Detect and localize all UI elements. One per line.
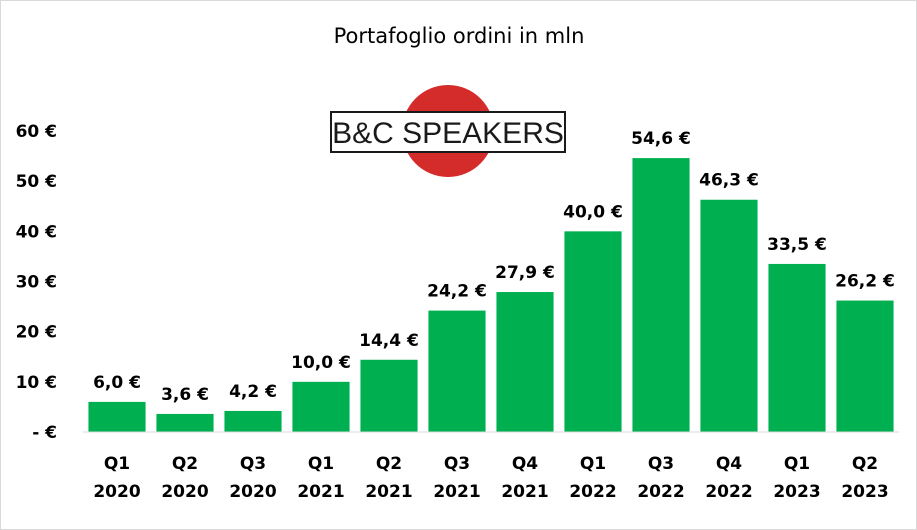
x-axis: Q1 2020 Q2 2020 Q3 2020 Q1 2021 Q2 2021 Q3 2021 Q4 20…: [93, 454, 888, 502]
logo-box: [330, 111, 566, 153]
x-tick-label-year: 2022: [637, 482, 684, 502]
x-tick-label-year: 2020: [93, 482, 140, 502]
x-tick-label-quarter: Q4: [512, 454, 538, 474]
data-label: 24,2 €: [427, 282, 487, 302]
bar: [224, 410, 282, 432]
x-tick-label-year: 2023: [773, 482, 820, 502]
x-tick-label-year: 2020: [161, 482, 208, 502]
bar: [564, 231, 622, 432]
x-tick-label-quarter: Q2: [376, 454, 402, 474]
y-tick-label: - €: [32, 423, 57, 443]
bar: [496, 292, 554, 432]
x-tick-label-quarter: Q1: [784, 454, 810, 474]
bar: [156, 413, 214, 432]
data-label: 27,9 €: [495, 263, 555, 283]
data-label: 4,2 €: [229, 382, 277, 402]
chart-title: Portafoglio ordini in mln: [334, 24, 585, 48]
bar: [768, 263, 826, 432]
y-tick-label: 30 €: [16, 273, 57, 293]
x-tick-label-quarter: Q1: [308, 454, 334, 474]
x-tick-label-year: 2021: [297, 482, 344, 502]
y-tick-label: 50 €: [16, 172, 57, 192]
bar: [292, 381, 350, 432]
data-label: 46,3 €: [699, 171, 759, 191]
x-tick-label-quarter: Q3: [240, 454, 266, 474]
y-tick-label: 10 €: [16, 373, 57, 393]
x-tick-label-quarter: Q2: [852, 454, 878, 474]
y-tick-label: 60 €: [16, 122, 57, 142]
bar: [88, 401, 146, 432]
x-tick-label-year: 2022: [569, 482, 616, 502]
bar: [428, 310, 486, 432]
x-tick-label-year: 2021: [501, 482, 548, 502]
y-axis: - € 10 € 20 € 30 € 40 € 50 € 60 €: [16, 122, 57, 443]
y-tick-label: 20 €: [16, 323, 57, 343]
x-tick-label-quarter: Q1: [104, 454, 130, 474]
x-tick-label-year: 2023: [841, 482, 888, 502]
data-label: 54,6 €: [631, 129, 691, 149]
x-tick-label-quarter: Q4: [716, 454, 742, 474]
data-label: 33,5 €: [767, 235, 827, 255]
x-tick-label-quarter: Q3: [444, 454, 470, 474]
x-tick-label-year: 2022: [705, 482, 752, 502]
bars-group: 6,0 € 3,6 € 4,2 € 10,0 € 14,4 € 24,2 € 27,9 € 4…: [88, 129, 895, 432]
bar: [360, 359, 418, 432]
brand-logo: B&C SPEAKERS: [330, 85, 566, 177]
data-label: 10,0 €: [291, 353, 351, 373]
bar: [700, 199, 758, 432]
data-label: 40,0 €: [563, 202, 623, 222]
x-tick-label-year: 2021: [433, 482, 480, 502]
x-tick-label-year: 2021: [365, 482, 412, 502]
bar: [836, 300, 894, 432]
data-label: 3,6 €: [161, 385, 209, 405]
bar: [632, 158, 690, 432]
x-tick-label-quarter: Q2: [172, 454, 198, 474]
data-label: 14,4 €: [359, 331, 419, 351]
data-label: 6,0 €: [93, 373, 141, 393]
y-tick-label: 40 €: [16, 222, 57, 242]
data-label: 26,2 €: [835, 272, 895, 292]
logo-text: B&C SPEAKERS: [332, 117, 564, 150]
x-tick-label-year: 2020: [229, 482, 276, 502]
x-tick-label-quarter: Q3: [648, 454, 674, 474]
x-tick-label-quarter: Q1: [580, 454, 606, 474]
